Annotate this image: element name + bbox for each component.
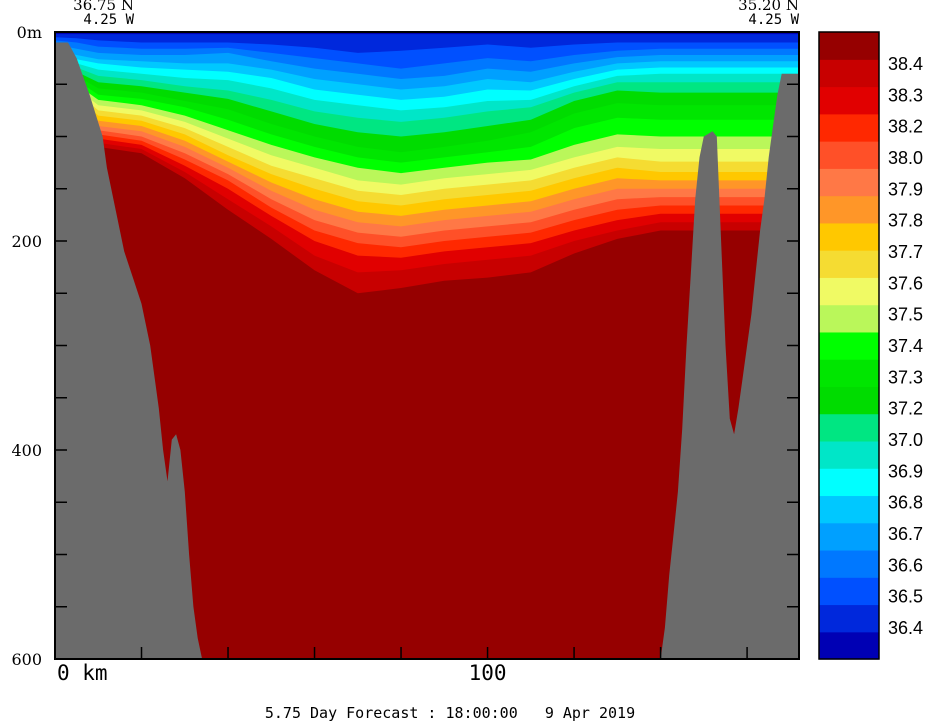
y-axis-ticks bbox=[55, 31, 799, 660]
colorbar-swatch bbox=[819, 468, 879, 497]
x-tick-label: 100 bbox=[469, 661, 507, 685]
colorbar-label: 38.4 bbox=[888, 54, 923, 74]
colorbar-labels: 36.4 36.5 36.6 36.7 36.8 36.9 37.0 37.2 37.3 37.4… bbox=[888, 54, 923, 638]
colorbar-swatch bbox=[819, 440, 879, 469]
colorbar-label: 38.3 bbox=[888, 85, 923, 105]
right-lon-label: 4.25 W bbox=[748, 12, 799, 28]
colorbar-label: 38.2 bbox=[888, 117, 923, 137]
colorbar-label: 37.6 bbox=[888, 273, 923, 293]
x-tick-label: 0 km bbox=[57, 661, 108, 685]
y-tick-label: 600 bbox=[11, 650, 42, 669]
colorbar-swatch bbox=[819, 577, 879, 606]
colorbar-swatch bbox=[819, 168, 879, 197]
colorbar-swatch bbox=[819, 32, 879, 60]
x-axis-ticks bbox=[54, 647, 748, 659]
y-tick-label: 400 bbox=[11, 441, 42, 460]
colorbar-swatch bbox=[819, 386, 879, 415]
colorbar-swatch bbox=[819, 59, 879, 88]
colorbar-swatch bbox=[819, 304, 879, 333]
colorbar-label: 37.2 bbox=[888, 399, 923, 419]
colorbar-label: 38.0 bbox=[888, 148, 923, 168]
colorbar-label: 37.3 bbox=[888, 367, 923, 387]
colorbar-label: 36.7 bbox=[888, 524, 923, 544]
bathymetry-terrain bbox=[55, 42, 799, 659]
salinity-layer bbox=[55, 32, 799, 53]
colorbar-frame bbox=[818, 31, 880, 660]
colorbar-swatch bbox=[819, 604, 879, 633]
right-lat-label: 35.20 N bbox=[738, 0, 799, 14]
colorbar-label: 37.5 bbox=[888, 305, 923, 325]
colorbar bbox=[818, 31, 880, 660]
colorbar-swatch bbox=[819, 250, 879, 278]
salinity-fill-layers bbox=[55, 32, 799, 659]
colorbar-swatch bbox=[819, 141, 879, 169]
colorbar-label: 37.0 bbox=[888, 430, 923, 450]
x-axis-labels: 0 km 100 bbox=[57, 661, 507, 685]
y-tick-label: 200 bbox=[11, 232, 42, 251]
colorbar-label: 36.4 bbox=[888, 618, 923, 638]
colorbar-swatch bbox=[819, 549, 879, 578]
colorbar-swatch bbox=[819, 113, 879, 142]
y-tick-label: 0m bbox=[17, 23, 42, 42]
colorbar-swatch bbox=[819, 413, 879, 442]
colorbar-swatch bbox=[819, 495, 879, 524]
colorbar-swatch bbox=[819, 331, 879, 360]
left-lon-label: 4.25 W bbox=[83, 12, 134, 28]
colorbar-label: 37.7 bbox=[888, 242, 923, 262]
colorbar-label: 36.6 bbox=[888, 555, 923, 575]
colorbar-label: 37.9 bbox=[888, 179, 923, 199]
colorbar-swatch bbox=[819, 631, 879, 660]
colorbar-label: 36.9 bbox=[888, 461, 923, 481]
forecast-footer: 5.75 Day Forecast : 18:00:00 9 Apr 2019 bbox=[265, 704, 635, 721]
colorbar-swatch bbox=[819, 195, 879, 224]
colorbar-swatch bbox=[819, 86, 879, 115]
y-axis-labels: 0m 200 400 600 bbox=[11, 23, 42, 669]
colorbar-swatch bbox=[819, 222, 879, 251]
left-lat-label: 36.75 N bbox=[73, 0, 134, 14]
colorbar-label: 37.4 bbox=[888, 336, 923, 356]
colorbar-swatch bbox=[819, 359, 879, 387]
colorbar-label: 36.8 bbox=[888, 493, 923, 513]
colorbar-label: 36.5 bbox=[888, 587, 923, 607]
colorbar-label: 37.8 bbox=[888, 211, 923, 231]
colorbar-swatch bbox=[819, 277, 879, 306]
colorbar-swatch bbox=[819, 522, 879, 551]
